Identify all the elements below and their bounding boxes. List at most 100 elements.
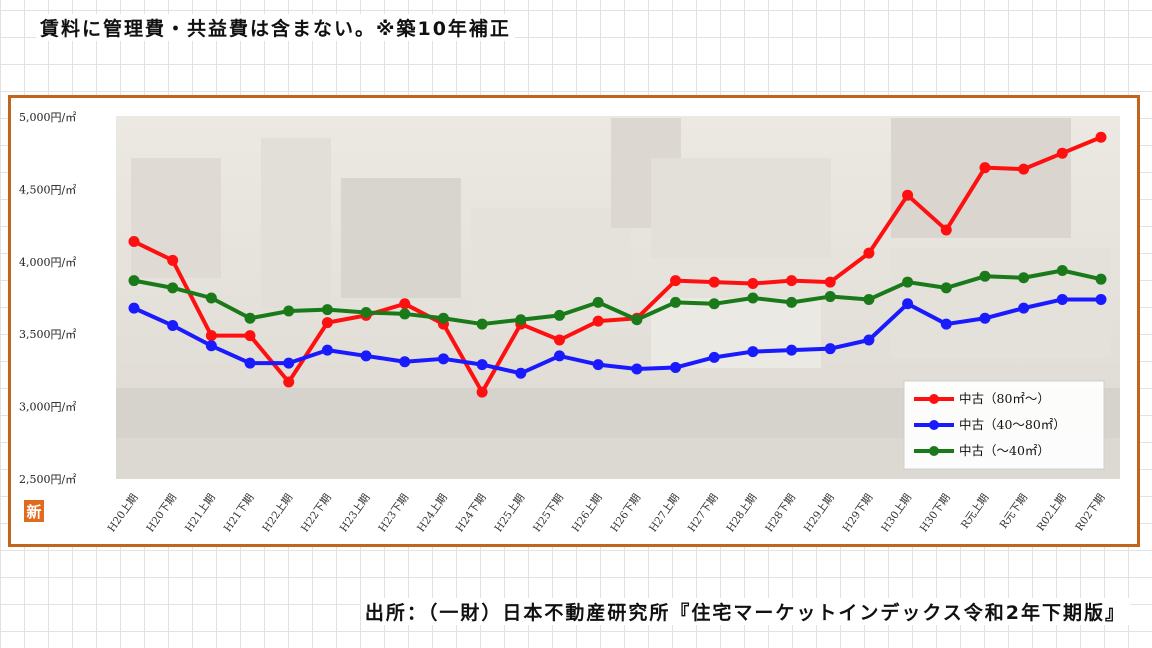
data-point — [670, 275, 682, 287]
data-point — [321, 304, 333, 316]
data-point — [786, 344, 798, 356]
data-point — [476, 318, 488, 330]
data-point — [1095, 293, 1107, 305]
chart-frame: 5,000円/㎡ 4,500円/㎡ 4,000円/㎡ 3,500円/㎡ 3,000円/㎡… — [8, 95, 1140, 547]
data-point — [283, 357, 295, 369]
source-caption: 出所：（一財）日本不動産研究所『住宅マーケットインデックス令和2年下期版』 — [360, 598, 1130, 625]
data-point — [205, 292, 217, 304]
data-point — [128, 275, 140, 287]
data-point — [244, 330, 256, 342]
data-point — [399, 356, 411, 368]
data-point — [979, 162, 991, 174]
data-point — [1095, 131, 1107, 143]
data-point — [205, 330, 217, 342]
data-point — [1018, 163, 1030, 175]
data-point — [399, 298, 411, 310]
x-tick-label: H23上期 — [338, 492, 373, 535]
x-tick-label: H23下期 — [376, 492, 411, 535]
data-point — [979, 270, 991, 282]
data-point — [360, 350, 372, 362]
data-point — [1056, 264, 1068, 276]
data-point — [747, 292, 759, 304]
data-point — [476, 359, 488, 371]
data-point — [708, 298, 720, 310]
data-point — [1018, 302, 1030, 314]
x-tick-label: H30下期 — [918, 492, 953, 535]
data-point — [786, 296, 798, 308]
data-point — [979, 312, 991, 324]
x-axis: H20上期 H20下期 H21上期 H21下期 H22上期 H22下期 H23上期 H23下期… — [106, 492, 1108, 535]
legend-label: 中古（80㎡～） — [959, 391, 1050, 406]
data-point — [205, 340, 217, 352]
x-tick-label: H20上期 — [106, 492, 141, 535]
x-tick-label: H22下期 — [299, 492, 334, 535]
x-tick-label: H25上期 — [492, 492, 527, 535]
x-tick-label: H29下期 — [841, 492, 876, 535]
y-tick-label: 2,500円/㎡ — [19, 473, 76, 486]
data-point — [824, 276, 836, 288]
data-point — [128, 302, 140, 314]
x-tick-label: R02上期 — [1035, 492, 1069, 534]
data-point — [786, 275, 798, 287]
y-tick-label: 3,000円/㎡ — [19, 401, 76, 414]
x-tick-label: H29上期 — [802, 492, 837, 535]
x-tick-label: H25下期 — [531, 492, 566, 535]
data-point — [940, 282, 952, 294]
line-chart: 5,000円/㎡ 4,500円/㎡ 4,000円/㎡ 3,500円/㎡ 3,000円/㎡… — [19, 111, 1120, 535]
data-point — [902, 298, 914, 310]
x-tick-label: H26上期 — [570, 492, 605, 535]
legend-label: 中古（～40㎡） — [959, 443, 1050, 458]
new-badge-icon: 新 — [24, 500, 44, 522]
x-tick-label: R02下期 — [1073, 492, 1107, 534]
x-tick-label: H27下期 — [686, 492, 721, 535]
data-point — [321, 344, 333, 356]
series-line-1 — [133, 297, 1101, 376]
data-point — [670, 296, 682, 308]
data-point — [553, 334, 565, 346]
data-point — [1018, 272, 1030, 284]
y-tick-label: 3,500円/㎡ — [19, 328, 76, 341]
data-point — [592, 359, 604, 371]
data-point — [553, 350, 565, 362]
data-point — [747, 346, 759, 358]
x-tick-label: H30上期 — [879, 492, 914, 535]
data-point — [1095, 273, 1107, 285]
data-point — [167, 320, 179, 332]
data-point — [1056, 147, 1068, 159]
series-line-2 — [133, 268, 1102, 327]
data-point — [437, 312, 449, 324]
data-point — [553, 309, 565, 321]
data-point — [708, 351, 720, 363]
data-point — [399, 308, 411, 320]
city-photo-background — [116, 116, 1120, 479]
data-point — [824, 343, 836, 355]
data-point — [670, 362, 682, 374]
y-tick-label: 4,500円/㎡ — [19, 183, 76, 196]
data-point — [902, 189, 914, 201]
data-point — [244, 357, 256, 369]
data-point — [283, 376, 295, 388]
y-axis: 5,000円/㎡ 4,500円/㎡ 4,000円/㎡ 3,500円/㎡ 3,000円/㎡… — [19, 111, 76, 486]
x-tick-label: H20下期 — [144, 492, 179, 535]
x-tick-label: H21下期 — [222, 492, 257, 535]
data-point — [283, 305, 295, 317]
x-tick-label: H26下期 — [608, 492, 643, 535]
y-tick-label: 5,000円/㎡ — [19, 111, 76, 124]
y-tick-label: 4,000円/㎡ — [19, 256, 76, 269]
x-tick-label: R元上期 — [959, 492, 991, 531]
x-tick-label: H28下期 — [763, 492, 798, 535]
data-point — [360, 306, 372, 318]
data-point — [128, 236, 140, 248]
x-tick-label: H24上期 — [415, 492, 450, 535]
data-point — [902, 276, 914, 288]
header-note: 賃料に管理費・共益費は含まない。※築10年補正 — [36, 14, 515, 41]
x-tick-label: H24下期 — [454, 492, 489, 535]
data-point — [167, 282, 179, 294]
data-point — [476, 386, 488, 398]
data-point — [824, 291, 836, 303]
data-point — [940, 224, 952, 236]
data-point — [244, 312, 256, 324]
data-point — [747, 278, 759, 290]
x-tick-label: H28上期 — [725, 492, 760, 535]
data-point — [592, 296, 604, 308]
